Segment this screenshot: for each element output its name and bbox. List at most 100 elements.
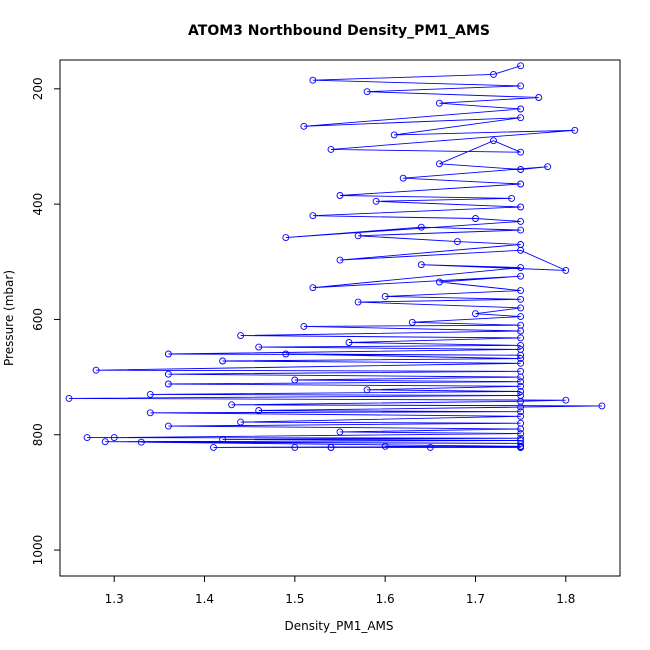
data-point: [517, 62, 525, 70]
x-axis-label: Density_PM1_AMS: [284, 619, 393, 633]
data-point: [517, 246, 525, 254]
data-point: [219, 357, 227, 365]
data-point: [517, 203, 525, 211]
data-point: [92, 366, 100, 374]
y-axis-label: Pressure (mbar): [2, 270, 16, 366]
data-point: [517, 334, 525, 342]
data-point: [517, 355, 525, 363]
data-point: [517, 443, 525, 451]
data-point: [426, 443, 434, 451]
chart-title: ATOM3 Northbound Density_PM1_AMS: [188, 23, 490, 39]
data-point: [517, 295, 525, 303]
data-point: [517, 148, 525, 156]
x-tick-label: 1.8: [556, 592, 575, 606]
data-point: [381, 292, 389, 300]
data-point: [598, 402, 606, 410]
data-point: [237, 418, 245, 426]
data-point: [101, 438, 109, 446]
data-point: [300, 122, 308, 130]
data-point: [517, 287, 525, 295]
data-point: [83, 434, 91, 442]
data-point: [517, 425, 525, 433]
data-point: [517, 412, 525, 420]
data-point: [164, 350, 172, 358]
data-point: [137, 438, 145, 446]
data-point: [345, 339, 353, 346]
data-point: [517, 264, 525, 272]
x-tick-label: 1.3: [105, 592, 124, 606]
x-tick-label: 1.7: [466, 592, 485, 606]
data-point: [517, 105, 525, 113]
data-point: [517, 388, 525, 395]
data-point: [435, 160, 443, 168]
data-point: [309, 212, 317, 220]
data-point: [517, 351, 525, 359]
y-tick-label: 600: [31, 308, 45, 331]
data-point: [237, 332, 245, 340]
x-axis: 1.3 1.4 1.5 1.6 1.7 1.8: [105, 576, 575, 606]
data-point: [517, 373, 525, 381]
plot-frame: [59, 59, 621, 577]
y-axis: 200 400 600 800 1000: [31, 77, 60, 565]
data-point: [291, 376, 299, 384]
data-point: [517, 313, 525, 321]
data-point: [300, 322, 308, 330]
data-point: [517, 341, 525, 349]
y-tick-label: 1000: [31, 535, 45, 566]
data-point: [472, 310, 479, 318]
data-point: [435, 99, 443, 107]
data-point: [517, 166, 525, 173]
data-point: [490, 70, 497, 78]
data-point: [517, 378, 525, 386]
data-point: [517, 272, 525, 280]
data-point: [255, 343, 263, 351]
data-point: [535, 94, 543, 101]
data-point: [354, 232, 362, 240]
data-point: [219, 435, 227, 443]
data-point: [544, 163, 552, 171]
data-point: [490, 137, 497, 145]
data-point: [381, 442, 389, 450]
data-point: [517, 304, 525, 312]
data-point: [417, 223, 425, 231]
data-point: [372, 197, 380, 205]
y-tick-label: 800: [31, 423, 45, 446]
data-point: [417, 261, 425, 269]
data-point: [110, 434, 118, 442]
data-point: [453, 238, 461, 246]
data-point: [408, 318, 416, 326]
data-point: [517, 226, 525, 234]
data-point: [354, 298, 362, 306]
data-point: [517, 180, 525, 188]
data-point: [517, 217, 525, 225]
data-point: [255, 407, 263, 414]
data-point: [164, 370, 172, 378]
data-point: [472, 215, 479, 222]
data-point: [508, 194, 516, 202]
data-point: [390, 131, 398, 139]
data-marks: [65, 62, 606, 451]
data-point: [517, 434, 525, 442]
data-point: [517, 430, 525, 438]
data-point: [282, 234, 290, 242]
data-point: [336, 428, 344, 436]
data-point: [517, 439, 525, 447]
data-point: [327, 443, 335, 451]
data-point: [327, 145, 335, 153]
data-point: [517, 114, 525, 122]
data-point: [146, 390, 154, 398]
x-tick-label: 1.4: [195, 592, 214, 606]
data-point: [517, 382, 525, 390]
data-point: [164, 422, 172, 430]
data-point: [282, 350, 290, 358]
data-point: [571, 126, 579, 134]
data-point: [517, 82, 525, 90]
data-point: [309, 76, 317, 84]
data-point: [210, 443, 217, 451]
data-point: [164, 380, 172, 388]
data-point: [435, 278, 443, 286]
data-point: [228, 401, 236, 409]
data-point: [65, 394, 73, 402]
data-point: [399, 174, 407, 182]
